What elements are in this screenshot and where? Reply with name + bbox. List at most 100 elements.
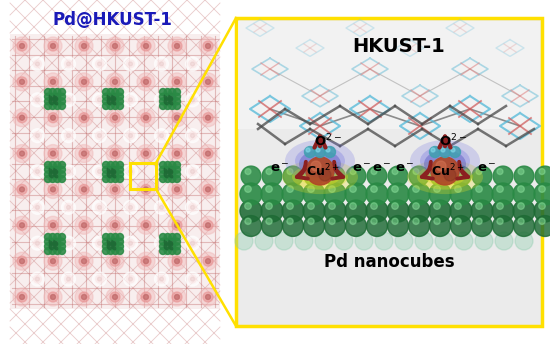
- Circle shape: [141, 77, 151, 87]
- Circle shape: [49, 171, 56, 178]
- Circle shape: [54, 161, 61, 169]
- Circle shape: [67, 133, 70, 138]
- Circle shape: [535, 216, 550, 236]
- Circle shape: [189, 239, 196, 247]
- Circle shape: [45, 93, 52, 100]
- Circle shape: [113, 79, 118, 84]
- Circle shape: [19, 223, 25, 228]
- Circle shape: [110, 113, 120, 123]
- Circle shape: [97, 241, 102, 245]
- Circle shape: [476, 218, 482, 224]
- Circle shape: [160, 166, 167, 173]
- Circle shape: [172, 149, 182, 159]
- Circle shape: [206, 294, 211, 300]
- Circle shape: [168, 109, 186, 127]
- Circle shape: [107, 161, 114, 169]
- Circle shape: [492, 183, 514, 205]
- Ellipse shape: [292, 164, 348, 190]
- Circle shape: [34, 203, 41, 211]
- Circle shape: [79, 184, 89, 194]
- Circle shape: [169, 171, 176, 178]
- Circle shape: [124, 200, 138, 214]
- Circle shape: [518, 169, 524, 174]
- Circle shape: [54, 103, 61, 109]
- Circle shape: [190, 98, 195, 102]
- Circle shape: [185, 272, 200, 286]
- Circle shape: [19, 187, 25, 192]
- Circle shape: [49, 238, 56, 245]
- Circle shape: [79, 220, 89, 230]
- Circle shape: [190, 62, 195, 66]
- Circle shape: [492, 200, 514, 222]
- Circle shape: [48, 77, 58, 87]
- Circle shape: [110, 41, 120, 51]
- Circle shape: [189, 96, 196, 104]
- Circle shape: [475, 232, 493, 250]
- Circle shape: [155, 93, 168, 107]
- Circle shape: [102, 88, 109, 96]
- Circle shape: [412, 203, 419, 209]
- Circle shape: [450, 183, 472, 205]
- Circle shape: [206, 223, 211, 228]
- Circle shape: [295, 232, 313, 250]
- Circle shape: [107, 166, 114, 173]
- Circle shape: [49, 166, 56, 173]
- Circle shape: [112, 98, 119, 105]
- Circle shape: [30, 93, 45, 107]
- Circle shape: [174, 259, 179, 264]
- Circle shape: [129, 277, 133, 281]
- Circle shape: [206, 115, 211, 120]
- Circle shape: [169, 161, 176, 169]
- Circle shape: [124, 129, 138, 143]
- Circle shape: [44, 252, 62, 270]
- Circle shape: [164, 103, 171, 109]
- Circle shape: [388, 166, 408, 186]
- Circle shape: [538, 186, 545, 192]
- Circle shape: [75, 144, 93, 163]
- Circle shape: [366, 183, 388, 205]
- Circle shape: [245, 186, 251, 192]
- Circle shape: [164, 171, 171, 178]
- Circle shape: [49, 175, 56, 183]
- Circle shape: [455, 218, 461, 224]
- Circle shape: [144, 259, 149, 264]
- Circle shape: [282, 183, 304, 205]
- Circle shape: [155, 129, 168, 143]
- Circle shape: [515, 232, 533, 250]
- Circle shape: [30, 272, 45, 286]
- Circle shape: [34, 275, 41, 283]
- Circle shape: [164, 234, 171, 240]
- Circle shape: [117, 238, 124, 245]
- Circle shape: [58, 98, 65, 105]
- Circle shape: [287, 169, 293, 174]
- Circle shape: [455, 186, 461, 192]
- Circle shape: [117, 234, 124, 240]
- Circle shape: [497, 186, 503, 192]
- Circle shape: [19, 151, 25, 156]
- Circle shape: [137, 73, 155, 91]
- Circle shape: [307, 203, 314, 209]
- Circle shape: [164, 247, 171, 255]
- Circle shape: [430, 216, 450, 236]
- Circle shape: [126, 60, 135, 68]
- Circle shape: [107, 88, 114, 96]
- Circle shape: [67, 277, 70, 281]
- Circle shape: [106, 73, 124, 91]
- Circle shape: [241, 166, 261, 186]
- Circle shape: [315, 232, 333, 250]
- Circle shape: [329, 186, 336, 192]
- Circle shape: [431, 157, 459, 185]
- Circle shape: [75, 252, 93, 270]
- Circle shape: [64, 168, 73, 175]
- Circle shape: [79, 41, 89, 51]
- Circle shape: [113, 115, 118, 120]
- Circle shape: [169, 247, 176, 255]
- Circle shape: [81, 151, 86, 156]
- Circle shape: [539, 218, 545, 224]
- Circle shape: [444, 169, 456, 181]
- Circle shape: [518, 186, 524, 192]
- Circle shape: [157, 203, 166, 211]
- Circle shape: [173, 93, 180, 100]
- Circle shape: [329, 169, 335, 174]
- Circle shape: [112, 243, 119, 250]
